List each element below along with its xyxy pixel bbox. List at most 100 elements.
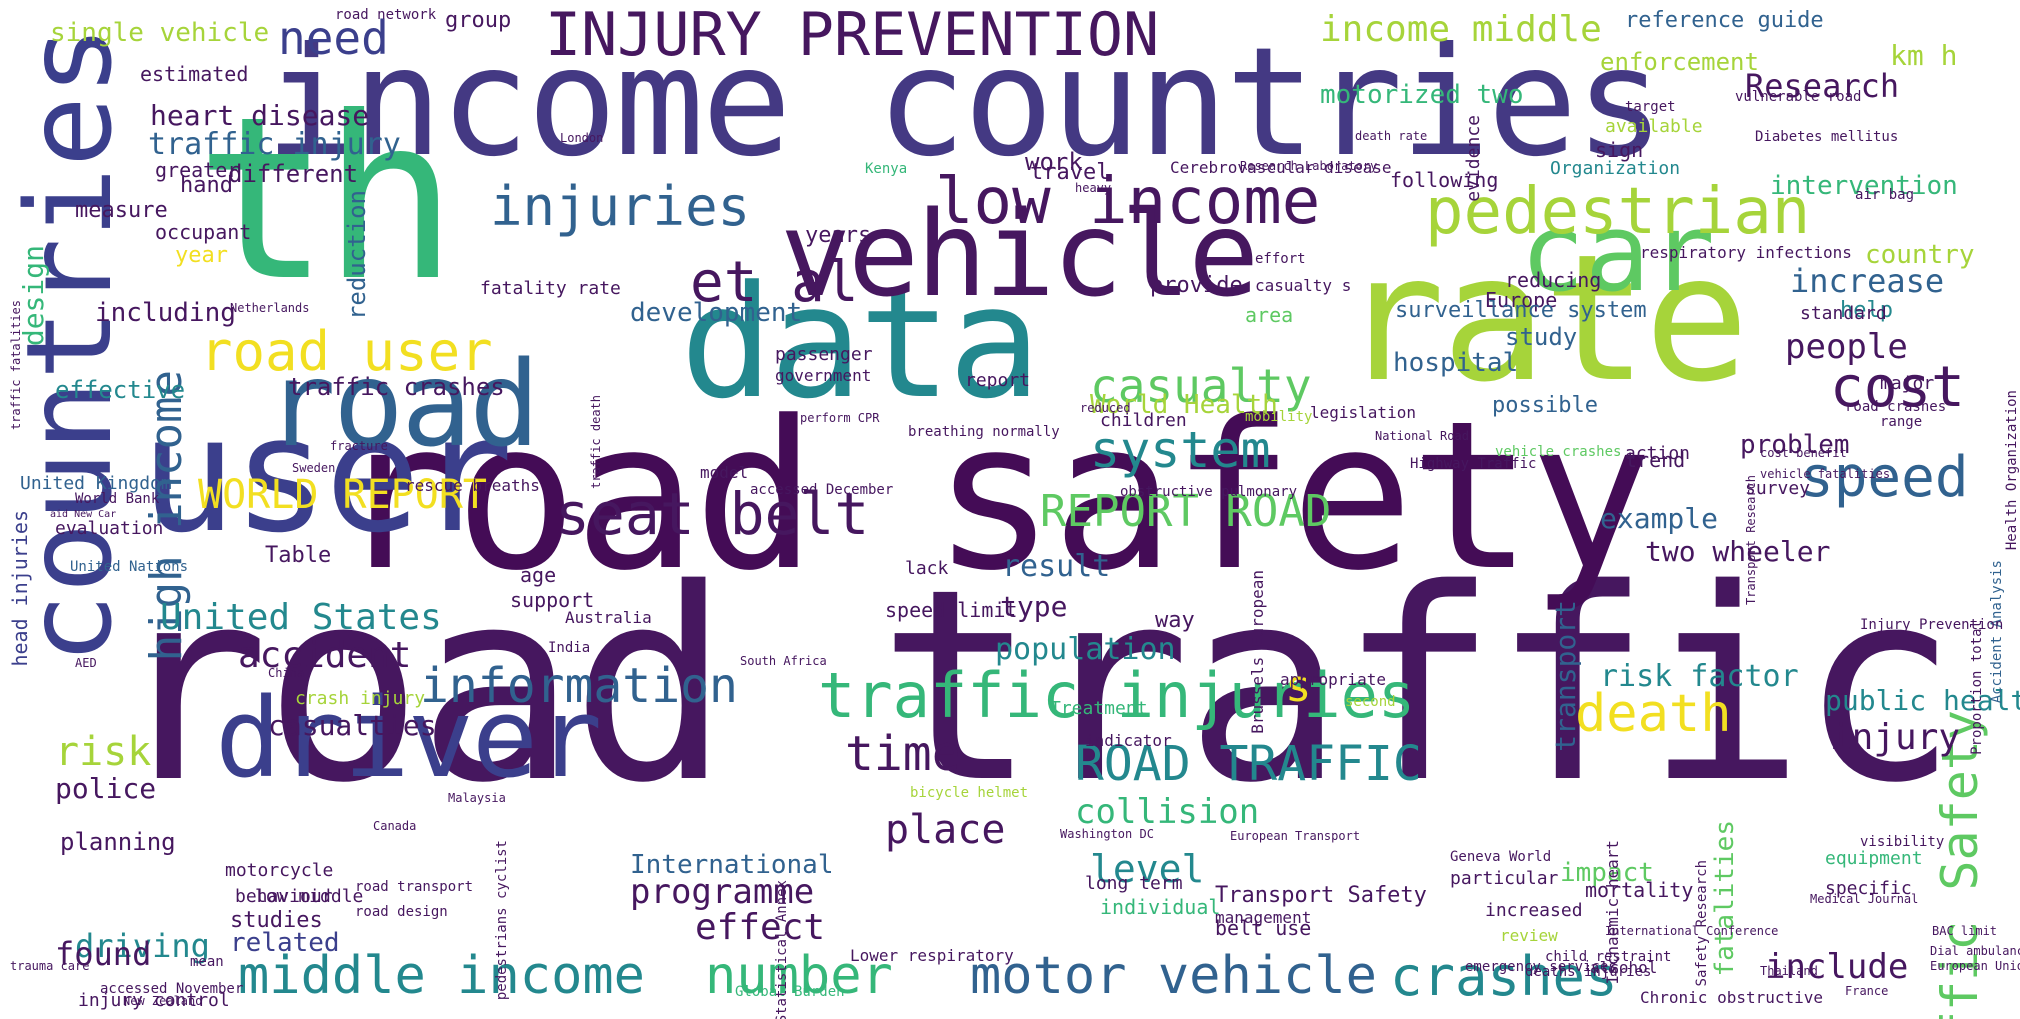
word-place: place — [885, 807, 1006, 853]
word-income-middle: income middle — [1320, 9, 1602, 50]
word-table: Table — [265, 543, 332, 568]
word-vulnerable-road: vulnerable road — [1735, 89, 1862, 105]
word-research-laboratory: European Transport — [1230, 829, 1361, 843]
word-chapter-global: aid New Car — [50, 509, 117, 520]
word-vehicle-crashes: vehicle crashes — [1495, 444, 1622, 460]
word-estimated: estimated — [140, 62, 249, 86]
word-accessed-november: accessed November — [100, 981, 244, 997]
word-survey: survey — [1745, 478, 1811, 499]
word-th: th — [195, 69, 458, 331]
word-low-income: low income — [935, 165, 1321, 239]
word-support: support — [510, 588, 595, 612]
word-standard: standard — [1800, 303, 1887, 324]
word-driver: driver — [215, 674, 602, 802]
word-reduced: BAC limit — [1932, 924, 1998, 938]
word-london: France — [1845, 984, 1889, 998]
word-respiratory-infections: respiratory infections — [1640, 243, 1852, 262]
word-mobility: individual — [1100, 895, 1221, 919]
word-two-wheeler: two wheeler — [1645, 535, 1831, 568]
word-programme: programme — [630, 872, 815, 912]
word-km-h: km h — [1890, 39, 1958, 72]
word-injury: injury — [1830, 717, 1961, 758]
word-emergency-services: emergency services — [1465, 959, 1617, 975]
word-management: long term — [1085, 873, 1183, 894]
word-treatment: Treatment — [1050, 698, 1148, 719]
word-years: reducing — [1505, 268, 1602, 292]
word-reduction: reduction — [343, 190, 371, 321]
word-rescue-breaths: rescue breaths — [405, 476, 540, 495]
word-road-traffic-caps: ROAD TRAFFIC — [1075, 736, 1422, 792]
word-injuries: injuries — [490, 175, 751, 238]
word-year: year — [175, 243, 228, 268]
word-target: target — [1625, 99, 1676, 115]
word-area: provide — [1150, 273, 1243, 298]
word-casualty: casualty — [1090, 359, 1312, 413]
word-accessed-december: accessed December — [750, 482, 894, 498]
word-malaysia: London — [560, 131, 604, 145]
word-equipment: equipment — [1825, 848, 1923, 869]
word-fatality-rate: traffic fatalities — [9, 300, 23, 431]
word-s: s — [1285, 661, 1312, 712]
word-type: type — [1000, 590, 1068, 623]
word-crash-injury: crash injury — [295, 688, 426, 709]
word-greater: greater — [155, 158, 240, 182]
word-low-middle: low middle — [255, 886, 364, 907]
word-hand: hand — [180, 173, 233, 198]
word-breathing-normally: reduced — [1080, 401, 1131, 415]
word-age: age — [520, 563, 557, 587]
word-data: data — [680, 252, 1041, 433]
word-road-crashes: road crashes — [1845, 399, 1947, 415]
word-development: development — [630, 298, 803, 328]
word-intervention: intervention — [1770, 171, 1958, 201]
word-effort: area — [1245, 303, 1294, 327]
word-reference-guide: reference guide — [1625, 8, 1824, 33]
word-risk: risk — [55, 729, 152, 775]
word-obstructive-pulmonary: obstructive pulmonary — [1120, 484, 1298, 500]
word-information: information — [420, 658, 738, 714]
word-south-africa: Canada — [373, 819, 417, 833]
word-occupant: occupant — [155, 220, 252, 244]
word-international-conference: Washington DC — [1060, 827, 1154, 841]
word-provide: surveillance system — [1395, 298, 1647, 323]
word-belt-use: belt use — [1215, 916, 1312, 940]
word-child-restraint: child restraint — [1545, 949, 1672, 965]
word-risk-factor: risk factor — [1600, 659, 1799, 694]
word-traffic-injury-caps: head injuries — [8, 510, 32, 667]
word-death: death — [1575, 684, 1732, 744]
word-second: casualty s — [1255, 276, 1352, 295]
word-international: International — [630, 850, 834, 880]
word-police: police — [55, 772, 157, 805]
word-single-vehicle: single vehicle — [50, 18, 270, 48]
word-legislation: legislation — [1310, 403, 1416, 422]
word-measure: measure — [75, 198, 168, 223]
word-effective: effective — [55, 376, 186, 404]
word-cerebrovascular-disease: Cerebrovascular disease — [1170, 158, 1392, 177]
word-income-countries: income countries — [265, 16, 1665, 190]
word-including: including — [95, 298, 236, 328]
word-report-road: REPORT ROAD — [1040, 486, 1332, 537]
word-kenya: heavy — [1075, 181, 1112, 195]
word-crashes: crashes — [1390, 945, 1618, 1008]
word-world-bank: World Bank — [75, 491, 160, 507]
word-pedestrians-cyclist: pedestrians cyclist — [494, 840, 510, 1001]
word-france: cost benefit — [1760, 446, 1847, 460]
word-death-rate: traffic death — [589, 395, 603, 489]
word-lower-respiratory: Lower respiratory — [850, 946, 1014, 965]
word-road-user: road user — [200, 320, 493, 383]
word-effect: effect — [695, 907, 826, 948]
word-public-health: public health — [1825, 684, 2020, 717]
word-individual: indicator — [1085, 731, 1172, 750]
word-geneva-world: Geneva World — [1450, 849, 1552, 865]
word-user: user — [140, 381, 513, 568]
word-chronic-obstructive: Chronic obstructive — [1640, 988, 1824, 1007]
word-medical-journal: South Africa — [740, 654, 827, 668]
word-specific: specific — [1825, 878, 1912, 899]
word-related: related — [230, 928, 340, 958]
word-canada: China — [268, 666, 305, 680]
word-road-traffic: road traffic — [110, 533, 1959, 841]
word-long-term: road design — [355, 904, 448, 920]
word-report: report — [965, 370, 1031, 391]
word-national-road: effort — [1255, 251, 1306, 267]
word-need: need — [278, 11, 389, 65]
word-study: study — [1505, 323, 1578, 351]
